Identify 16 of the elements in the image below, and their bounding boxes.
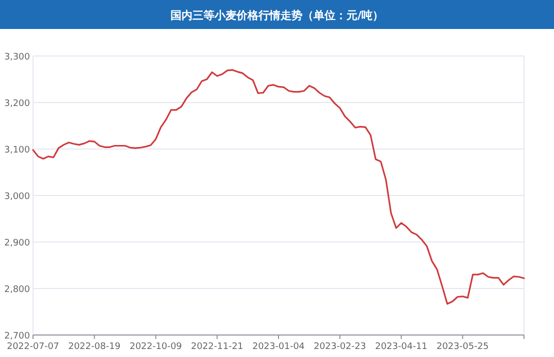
- y-tick-label: 2,900: [4, 238, 30, 248]
- x-tick-label: 2022-07-07: [6, 342, 60, 352]
- y-tick-label: 3,200: [4, 99, 30, 109]
- y-tick-label: 2,700: [4, 332, 30, 342]
- x-tick-label: 2023-04-11: [375, 342, 428, 352]
- x-tick-label: 2023-01-04: [252, 342, 305, 352]
- x-tick-label: 2022-10-09: [130, 342, 182, 352]
- y-tick-label: 3,000: [4, 192, 30, 202]
- x-tick-label: 2023-02-23: [314, 342, 366, 352]
- title: 国内三等小麦价格行情走势（单位：元/吨）: [170, 9, 384, 22]
- x-tick-label: 2022-08-19: [68, 342, 121, 352]
- y-tick-label: 2,800: [4, 285, 30, 295]
- x-tick-label: 2023-05-25: [436, 342, 489, 352]
- y-tick-label: 3,300: [4, 52, 30, 62]
- y-tick-label: 3,100: [4, 146, 30, 156]
- x-tick-label: 2022-11-21: [190, 342, 244, 352]
